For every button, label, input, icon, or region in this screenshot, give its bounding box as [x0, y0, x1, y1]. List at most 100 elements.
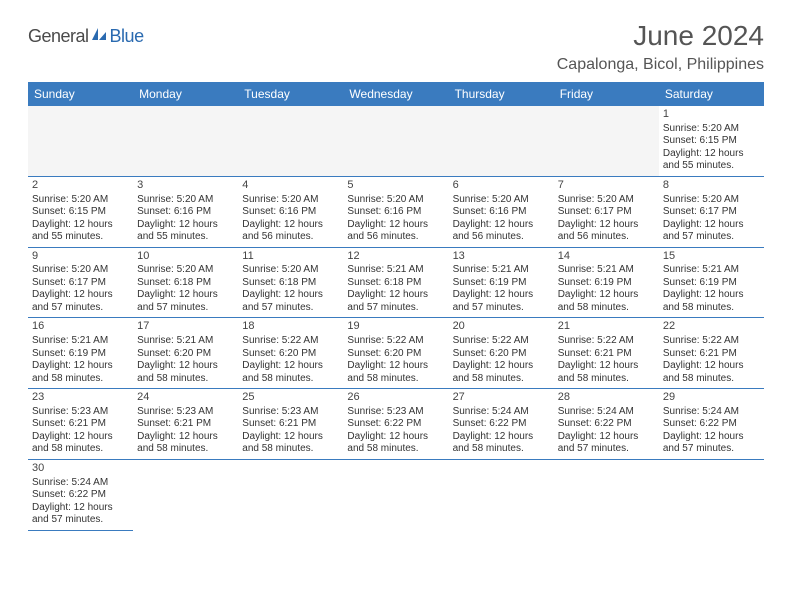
- day-number: 1: [663, 108, 760, 122]
- calendar-body: 1Sunrise: 5:20 AMSunset: 6:15 PMDaylight…: [28, 106, 764, 530]
- day-daylight1: Daylight: 12 hours: [32, 502, 129, 515]
- calendar-day: 30Sunrise: 5:24 AMSunset: 6:22 PMDayligh…: [28, 459, 133, 530]
- day-sunset: Sunset: 6:19 PM: [558, 277, 655, 290]
- calendar-day: 15Sunrise: 5:21 AMSunset: 6:19 PMDayligh…: [659, 247, 764, 318]
- calendar-day: 21Sunrise: 5:22 AMSunset: 6:21 PMDayligh…: [554, 318, 659, 389]
- calendar-day: 4Sunrise: 5:20 AMSunset: 6:16 PMDaylight…: [238, 176, 343, 247]
- day-daylight2: and 56 minutes.: [453, 231, 550, 244]
- day-daylight1: Daylight: 12 hours: [32, 360, 129, 373]
- day-daylight2: and 58 minutes.: [663, 302, 760, 315]
- day-sunrise: Sunrise: 5:21 AM: [558, 264, 655, 277]
- day-daylight1: Daylight: 12 hours: [347, 289, 444, 302]
- day-number: 25: [242, 391, 339, 405]
- calendar-head: SundayMondayTuesdayWednesdayThursdayFrid…: [28, 82, 764, 106]
- day-sunrise: Sunrise: 5:20 AM: [242, 264, 339, 277]
- day-daylight1: Daylight: 12 hours: [453, 431, 550, 444]
- calendar-empty: [554, 459, 659, 530]
- day-daylight1: Daylight: 12 hours: [453, 219, 550, 232]
- day-header: Saturday: [659, 82, 764, 106]
- day-sunrise: Sunrise: 5:21 AM: [663, 264, 760, 277]
- header: General Blue June 2024 Capalonga, Bicol,…: [28, 20, 764, 74]
- day-daylight2: and 58 minutes.: [347, 443, 444, 456]
- day-sunrise: Sunrise: 5:20 AM: [137, 194, 234, 207]
- day-sunset: Sunset: 6:20 PM: [347, 348, 444, 361]
- day-number: 21: [558, 320, 655, 334]
- day-number: 2: [32, 179, 129, 193]
- day-daylight2: and 55 minutes.: [663, 160, 760, 173]
- day-sunset: Sunset: 6:20 PM: [242, 348, 339, 361]
- day-sunrise: Sunrise: 5:21 AM: [453, 264, 550, 277]
- calendar-week: 1Sunrise: 5:20 AMSunset: 6:15 PMDaylight…: [28, 106, 764, 176]
- day-sunrise: Sunrise: 5:21 AM: [347, 264, 444, 277]
- day-number: 15: [663, 250, 760, 264]
- calendar-day: 12Sunrise: 5:21 AMSunset: 6:18 PMDayligh…: [343, 247, 448, 318]
- day-sunset: Sunset: 6:22 PM: [663, 418, 760, 431]
- day-daylight1: Daylight: 12 hours: [663, 148, 760, 161]
- day-number: 17: [137, 320, 234, 334]
- day-daylight2: and 58 minutes.: [558, 373, 655, 386]
- day-daylight1: Daylight: 12 hours: [242, 360, 339, 373]
- day-sunrise: Sunrise: 5:24 AM: [558, 406, 655, 419]
- calendar-day: 1Sunrise: 5:20 AMSunset: 6:15 PMDaylight…: [659, 106, 764, 176]
- day-sunrise: Sunrise: 5:23 AM: [32, 406, 129, 419]
- day-number: 3: [137, 179, 234, 193]
- day-sunrise: Sunrise: 5:20 AM: [663, 194, 760, 207]
- day-daylight2: and 57 minutes.: [663, 443, 760, 456]
- calendar-day: 24Sunrise: 5:23 AMSunset: 6:21 PMDayligh…: [133, 389, 238, 460]
- calendar-day: 22Sunrise: 5:22 AMSunset: 6:21 PMDayligh…: [659, 318, 764, 389]
- day-sunset: Sunset: 6:20 PM: [453, 348, 550, 361]
- day-daylight2: and 58 minutes.: [32, 443, 129, 456]
- day-sunset: Sunset: 6:19 PM: [663, 277, 760, 290]
- brand-sail-icon: [90, 26, 108, 47]
- day-number: 16: [32, 320, 129, 334]
- day-sunset: Sunset: 6:18 PM: [137, 277, 234, 290]
- day-sunset: Sunset: 6:21 PM: [558, 348, 655, 361]
- day-number: 13: [453, 250, 550, 264]
- day-daylight2: and 56 minutes.: [558, 231, 655, 244]
- day-daylight1: Daylight: 12 hours: [137, 360, 234, 373]
- day-sunset: Sunset: 6:18 PM: [242, 277, 339, 290]
- day-daylight2: and 58 minutes.: [137, 373, 234, 386]
- day-sunrise: Sunrise: 5:20 AM: [32, 264, 129, 277]
- day-sunrise: Sunrise: 5:20 AM: [137, 264, 234, 277]
- calendar-day: 5Sunrise: 5:20 AMSunset: 6:16 PMDaylight…: [343, 176, 448, 247]
- day-daylight1: Daylight: 12 hours: [32, 289, 129, 302]
- day-number: 7: [558, 179, 655, 193]
- day-sunset: Sunset: 6:17 PM: [32, 277, 129, 290]
- day-sunrise: Sunrise: 5:21 AM: [137, 335, 234, 348]
- day-sunrise: Sunrise: 5:24 AM: [453, 406, 550, 419]
- brand-part1: General: [28, 26, 89, 47]
- day-daylight1: Daylight: 12 hours: [137, 219, 234, 232]
- calendar-empty: [238, 459, 343, 530]
- day-sunrise: Sunrise: 5:20 AM: [242, 194, 339, 207]
- day-daylight1: Daylight: 12 hours: [453, 360, 550, 373]
- calendar-week: 2Sunrise: 5:20 AMSunset: 6:15 PMDaylight…: [28, 176, 764, 247]
- day-daylight2: and 57 minutes.: [137, 302, 234, 315]
- day-sunset: Sunset: 6:22 PM: [558, 418, 655, 431]
- day-daylight2: and 58 minutes.: [32, 373, 129, 386]
- day-sunset: Sunset: 6:22 PM: [453, 418, 550, 431]
- day-number: 12: [347, 250, 444, 264]
- day-sunset: Sunset: 6:16 PM: [137, 206, 234, 219]
- day-sunrise: Sunrise: 5:24 AM: [663, 406, 760, 419]
- day-daylight1: Daylight: 12 hours: [663, 360, 760, 373]
- day-daylight1: Daylight: 12 hours: [663, 431, 760, 444]
- title-block: June 2024 Capalonga, Bicol, Philippines: [557, 20, 764, 74]
- calendar-week: 9Sunrise: 5:20 AMSunset: 6:17 PMDaylight…: [28, 247, 764, 318]
- day-daylight2: and 57 minutes.: [242, 302, 339, 315]
- calendar-empty: [449, 459, 554, 530]
- calendar-day: 27Sunrise: 5:24 AMSunset: 6:22 PMDayligh…: [449, 389, 554, 460]
- calendar-day: 25Sunrise: 5:23 AMSunset: 6:21 PMDayligh…: [238, 389, 343, 460]
- calendar-empty: [554, 106, 659, 176]
- day-sunrise: Sunrise: 5:20 AM: [347, 194, 444, 207]
- day-number: 18: [242, 320, 339, 334]
- day-header: Friday: [554, 82, 659, 106]
- day-daylight2: and 57 minutes.: [32, 302, 129, 315]
- day-number: 11: [242, 250, 339, 264]
- calendar-day: 6Sunrise: 5:20 AMSunset: 6:16 PMDaylight…: [449, 176, 554, 247]
- day-sunrise: Sunrise: 5:21 AM: [32, 335, 129, 348]
- day-daylight1: Daylight: 12 hours: [347, 360, 444, 373]
- calendar-empty: [238, 106, 343, 176]
- day-daylight2: and 57 minutes.: [558, 443, 655, 456]
- day-number: 22: [663, 320, 760, 334]
